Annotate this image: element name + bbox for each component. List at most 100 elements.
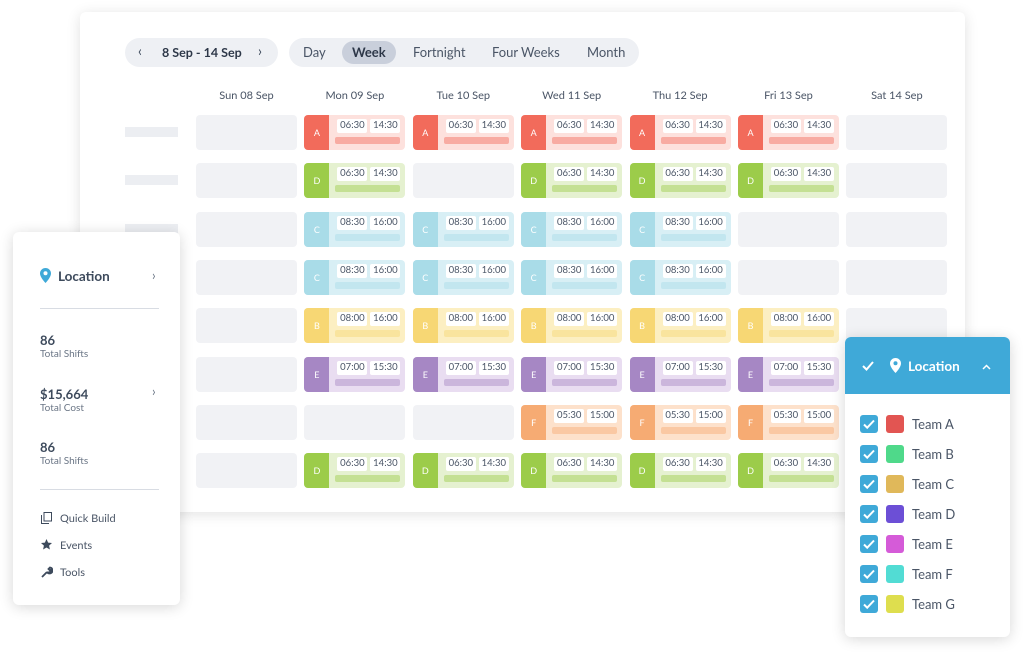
divider — [40, 489, 159, 490]
team-row: Team B — [845, 444, 1010, 466]
view-tab[interactable]: Fortnight — [413, 44, 466, 60]
view-tab[interactable]: Month — [587, 44, 626, 60]
shift-start: 08:30 — [337, 263, 368, 278]
shift-start: 08:00 — [337, 312, 368, 327]
location-link[interactable]: Location — [58, 268, 110, 284]
shift-team: A — [521, 115, 547, 150]
view-tab[interactable]: Day — [303, 44, 326, 60]
shift[interactable]: D 06:30 14:30 — [304, 163, 406, 199]
view-tab[interactable]: Four Weeks — [492, 44, 560, 60]
shift-team: C — [629, 259, 655, 295]
shift[interactable]: B 08:00 16:00 — [304, 308, 406, 344]
shift-team: E — [629, 356, 655, 392]
team-checkbox[interactable] — [860, 595, 878, 613]
team-name: Team D — [912, 506, 956, 522]
shift-start: 06:30 — [337, 457, 368, 472]
empty-cell — [412, 163, 514, 199]
day-header: Mon 09 Sep — [325, 89, 385, 102]
shift-bar — [552, 475, 618, 483]
prev-button[interactable]: ‹ — [138, 42, 142, 59]
shift[interactable]: D 06:30 14:30 — [629, 453, 731, 489]
shift-end: 16:00 — [370, 312, 401, 327]
shift[interactable]: B 08:00 16:00 — [629, 308, 731, 344]
shift[interactable]: F 05:30 15:00 — [629, 404, 731, 440]
filter-header[interactable]: Location — [845, 337, 1010, 394]
shift[interactable]: C 08:30 16:00 — [304, 211, 406, 247]
menu-item[interactable]: Tools — [60, 566, 85, 579]
team-checkbox[interactable] — [860, 445, 878, 463]
shift[interactable]: A 06:30 14:30 — [412, 115, 514, 150]
shift-team: F — [629, 404, 655, 440]
shift[interactable]: C 08:30 16:00 — [521, 211, 623, 247]
shift[interactable]: A 06:30 14:30 — [738, 115, 839, 150]
shift-bar — [552, 233, 618, 241]
team-name: Team E — [912, 536, 953, 552]
shift-bar — [769, 378, 834, 386]
shift-end: 14:30 — [804, 167, 834, 182]
shift[interactable]: E 07:00 15:30 — [521, 356, 623, 392]
check-mark — [863, 509, 875, 520]
team-color — [886, 505, 904, 523]
team-row: Team D — [845, 504, 1010, 526]
team-row: Team E — [845, 534, 1010, 556]
shift[interactable]: C 08:30 16:00 — [629, 259, 731, 295]
shift-end: 15:30 — [478, 360, 509, 375]
shift[interactable]: A 06:30 14:30 — [521, 115, 623, 150]
shift[interactable]: B 08:00 16:00 — [738, 308, 839, 344]
team-checkbox[interactable] — [860, 535, 878, 553]
shift-end: 16:00 — [587, 312, 618, 327]
menu-item[interactable]: Events — [60, 539, 93, 552]
shift-bar — [335, 330, 401, 338]
team-name: Team A — [912, 416, 954, 432]
shift[interactable]: C 08:30 16:00 — [629, 211, 731, 247]
collapse-icon — [982, 364, 991, 370]
empty-cell — [196, 259, 297, 295]
shift[interactable]: E 07:00 15:30 — [738, 356, 839, 392]
view-tab[interactable]: Week — [342, 41, 396, 64]
shift[interactable]: E 07:00 15:30 — [304, 356, 406, 392]
shift-end: 14:30 — [478, 457, 509, 472]
shift[interactable]: D 06:30 14:30 — [629, 163, 731, 199]
shift-end: 16:00 — [804, 312, 834, 327]
shift[interactable]: A 06:30 14:30 — [629, 115, 731, 150]
row-label-placeholder — [125, 175, 178, 186]
day-header: Sat 14 Sep — [871, 89, 923, 102]
check-mark — [863, 599, 875, 610]
shift[interactable]: E 07:00 15:30 — [412, 356, 514, 392]
shift[interactable]: B 08:00 16:00 — [412, 308, 514, 344]
team-checkbox[interactable] — [860, 505, 878, 523]
row-label-placeholder — [125, 127, 178, 137]
shift[interactable]: D 06:30 14:30 — [738, 453, 839, 489]
shift[interactable]: C 08:30 16:00 — [304, 259, 406, 295]
shift[interactable]: D 06:30 14:30 — [412, 453, 514, 489]
shift[interactable]: C 08:30 16:00 — [412, 259, 514, 295]
team-checkbox[interactable] — [860, 475, 878, 493]
empty-cell — [412, 404, 514, 440]
schedule-card: ‹ 8 Sep - 14 Sep › Day Week Fortnight Four … — [80, 12, 965, 512]
next-button[interactable]: › — [258, 42, 262, 59]
shift-team: E — [412, 356, 438, 392]
shift[interactable]: D 06:30 14:30 — [738, 163, 839, 199]
team-checkbox[interactable] — [860, 415, 878, 433]
shift[interactable]: B 08:00 16:00 — [521, 308, 623, 344]
shift-end: 16:00 — [695, 215, 726, 230]
shift[interactable]: A 06:30 14:30 — [304, 115, 406, 150]
shift-end: 16:00 — [587, 215, 618, 230]
shift[interactable]: F 05:30 15:00 — [521, 404, 623, 440]
shift-start: 07:00 — [445, 360, 476, 375]
menu-item[interactable]: Quick Build — [60, 512, 116, 525]
shift[interactable]: E 07:00 15:30 — [629, 356, 731, 392]
shift-team: C — [629, 211, 655, 247]
shift-bar — [552, 426, 618, 434]
shift-start: 08:00 — [662, 312, 693, 327]
shift[interactable]: D 06:30 14:30 — [304, 453, 406, 489]
shift[interactable]: C 08:30 16:00 — [412, 211, 514, 247]
shift[interactable]: F 05:30 15:00 — [738, 404, 839, 440]
shift[interactable]: D 06:30 14:30 — [521, 453, 623, 489]
shift-bar — [660, 281, 726, 289]
shift[interactable]: C 08:30 16:00 — [521, 259, 623, 295]
team-color — [886, 475, 904, 493]
shift-start: 08:30 — [662, 215, 693, 230]
shift[interactable]: D 06:30 14:30 — [521, 163, 623, 199]
team-checkbox[interactable] — [860, 565, 878, 583]
